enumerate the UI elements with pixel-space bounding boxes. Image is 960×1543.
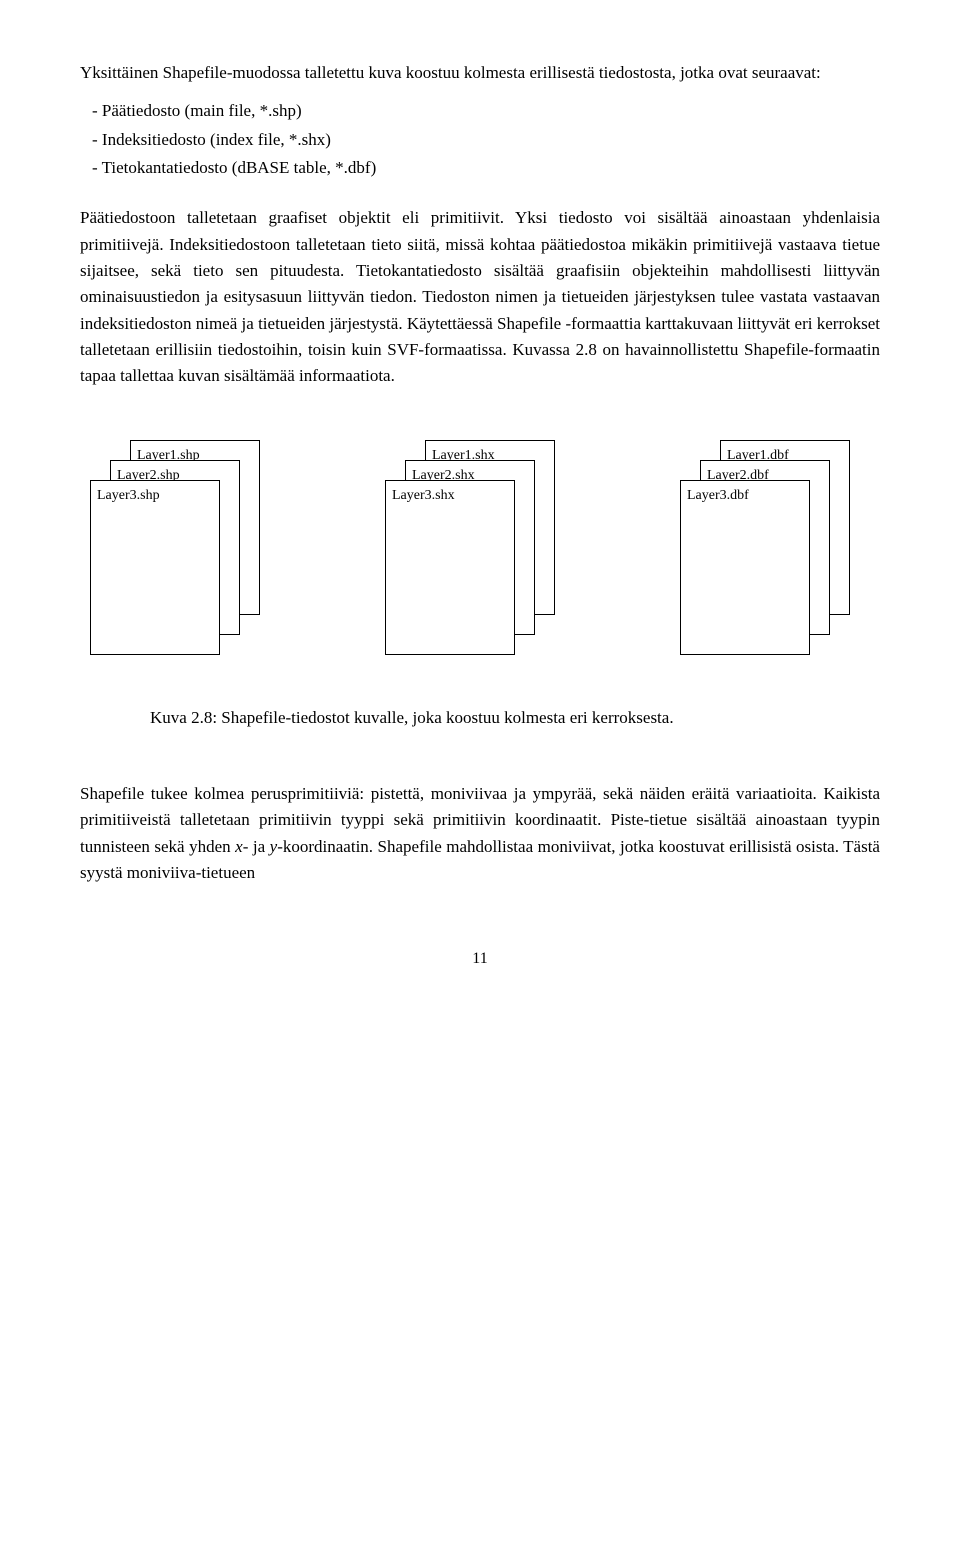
list-item: - Indeksitiedosto (index file, *.shx) bbox=[92, 127, 880, 153]
figure-shapefile-stacks: Layer1.shp Layer2.shp Layer3.shp Layer1.… bbox=[90, 440, 870, 670]
file-icon: Layer3.shp bbox=[90, 480, 220, 655]
list-item: - Tietokantatiedosto (dBASE table, *.dbf… bbox=[92, 155, 880, 181]
paragraph-body: Päätiedostoon talletetaan graafiset obje… bbox=[80, 205, 880, 389]
paragraph-intro: Yksittäinen Shapefile-muodossa talletett… bbox=[80, 60, 880, 86]
file-stack-dbf: Layer1.dbf Layer2.dbf Layer3.dbf bbox=[680, 440, 870, 670]
file-icon: Layer3.dbf bbox=[680, 480, 810, 655]
file-icon: Layer3.shx bbox=[385, 480, 515, 655]
file-stack-shx: Layer1.shx Layer2.shx Layer3.shx bbox=[385, 440, 575, 670]
page-number: 11 bbox=[80, 947, 880, 972]
text-run: - ja bbox=[243, 837, 270, 856]
italic-x: x bbox=[235, 837, 243, 856]
paragraph-primitives: Shapefile tukee kolmea perusprimitiiviä:… bbox=[80, 781, 880, 886]
list-item: - Päätiedosto (main file, *.shp) bbox=[92, 98, 880, 124]
file-type-list: - Päätiedosto (main file, *.shp) - Indek… bbox=[92, 98, 880, 181]
figure-caption: Kuva 2.8: Shapefile-tiedostot kuvalle, j… bbox=[150, 705, 880, 731]
file-stack-shp: Layer1.shp Layer2.shp Layer3.shp bbox=[90, 440, 280, 670]
